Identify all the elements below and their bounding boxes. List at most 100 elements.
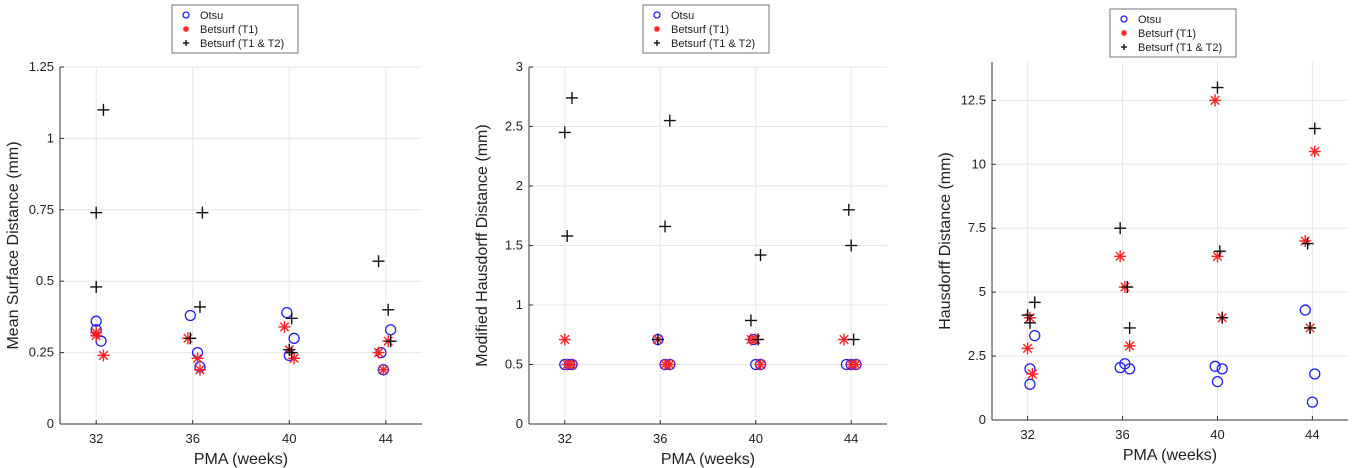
data-point [1299,304,1311,316]
legend-entry: Betsurf (T1) [1138,28,1196,40]
x-tick-label: 40 [282,431,296,446]
y-axis-label: Mean Surface Distance (mm) [5,141,22,349]
legend-marker [653,11,661,19]
data-point [278,320,291,333]
data-point [283,343,296,356]
legend-marker [1120,15,1128,23]
data-point [1028,296,1041,309]
y-tick-label: 1 [516,297,523,312]
data-point [90,280,103,293]
data-point [1026,367,1039,380]
legend: Otsu Betsurf (T1) Betsurf (T1 & T2) [1109,8,1237,58]
y-tick-label: 0 [516,416,523,431]
x-tick-label: 36 [1115,427,1129,442]
y-tick-label: 12.5 [961,92,986,107]
series-3 [90,103,397,359]
data-point [1023,316,1036,329]
legend-marker [1121,30,1127,36]
x-tick-label: 44 [844,431,858,446]
y-tick-label: 10 [972,156,986,171]
data-point [193,300,206,313]
x-tick-label: 44 [1305,427,1319,442]
data-point [1213,245,1226,258]
chart-1: 32 36 40 44 0 0.25 0.5 0.75 1 1.25 PMA (weeks) Mean… [5,4,422,468]
data-point [281,306,293,319]
data-point [193,363,206,376]
data-point [90,206,103,219]
y-tick-label: 2.5 [505,119,523,134]
data-point [1306,396,1319,408]
legend-marker [654,26,660,32]
data-point [1301,237,1314,250]
x-tick-label: 36 [185,431,199,446]
data-point [1123,339,1136,352]
data-point [285,312,298,325]
data-point [659,220,672,233]
data-point [1114,222,1127,235]
y-tick-label: 1.25 [29,59,54,74]
legend-entry: Otsu [1138,14,1161,26]
legend-entry: Betsurf (T1) [200,24,258,36]
data-point [1209,94,1222,107]
data-point [752,333,765,346]
y-tick-label: 0 [47,416,54,431]
data-point [384,335,397,348]
data-point [565,91,578,104]
data-point [1299,235,1312,247]
data-point [285,346,298,359]
y-tick-label: 1 [47,130,54,145]
series-1 [90,306,397,376]
legend-marker [182,11,190,19]
data-point [1216,363,1228,375]
data-point [97,103,110,116]
data-point [1211,375,1224,388]
data-point [1124,363,1136,375]
data-point [561,229,574,242]
data-point [1211,81,1224,94]
legend: Otsu Betsurf (T1) Betsurf (T1 & T2) [642,4,770,54]
data-point [1309,368,1321,380]
data-point [838,333,851,346]
data-point [1209,360,1221,372]
data-point [1114,250,1127,263]
y-tick-label: 0 [979,412,986,427]
x-tick-label: 44 [379,431,393,446]
x-axis-label: PMA (weeks) [194,451,288,468]
legend-marker [183,40,189,46]
y-tick-label: 2.5 [968,348,986,363]
data-point [184,332,197,345]
x-axis-label: PMA (weeks) [661,451,755,468]
legend-box [171,4,299,54]
legend-box [642,4,770,54]
legend-entry: Betsurf (T1 & T2) [200,38,284,50]
data-point [842,203,855,216]
data-point [372,255,385,268]
data-point [382,303,395,316]
y-tick-label: 5 [979,284,986,299]
legend-marker [183,26,189,32]
series-3 [558,91,860,346]
legend: Otsu Betsurf (T1) Betsurf (T1 & T2) [171,4,299,54]
legend-marker [1121,44,1127,50]
data-point [372,346,385,359]
legend-entry: Otsu [200,10,223,22]
chart-2: 32 36 40 44 0 0.5 1 1.5 2 2.5 3 PMA (weeks) Modified… [474,4,887,468]
legend-entry: Betsurf (T1 & T2) [671,38,755,50]
data-point [377,363,390,376]
y-axis-label: Hausdorff Distance (mm) [937,152,954,330]
series-2 [90,320,395,376]
data-point [565,358,578,371]
data-point [1121,281,1134,294]
data-point [1211,250,1224,263]
data-point [196,206,209,219]
data-point [1021,309,1034,322]
y-tick-label: 0.5 [505,357,523,372]
x-tick-label: 36 [653,431,667,446]
legend-entry: Otsu [671,10,694,22]
series-1 [1024,304,1321,408]
data-point [184,309,196,322]
y-tick-label: 2 [516,178,523,193]
y-tick-label: 1.5 [505,238,523,253]
data-point [1304,321,1317,334]
